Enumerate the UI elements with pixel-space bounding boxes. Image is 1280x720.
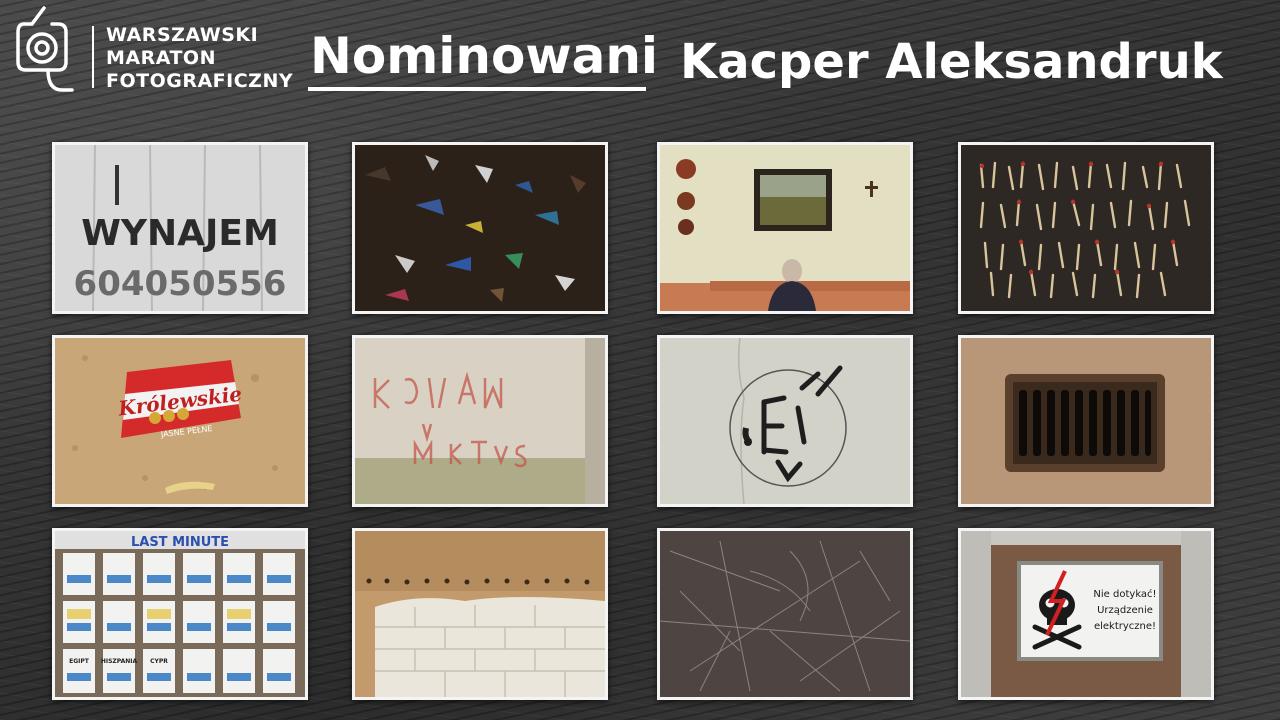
photo-9-tag-1: EGIPT [69, 658, 90, 665]
logo-text: WARSZAWSKI MARATON FOTOGRAFICZNY [106, 24, 293, 93]
section-title: Nominowani [310, 27, 659, 85]
photo-9-banner-text: LAST MINUTE [131, 535, 229, 550]
photo-11-image [660, 531, 910, 697]
photo-10-image [355, 531, 605, 697]
logo-line-3: FOTOGRAFICZNY [106, 70, 294, 92]
photo-1-text-line-2: 604050556 [74, 264, 287, 304]
author-name: Kacper Aleksandruk [680, 34, 1223, 90]
photo-5-image: Królewskie JASNE PEŁNE [55, 338, 305, 504]
photo-7[interactable] [657, 335, 913, 507]
photo-12-image: Nie dotykać! Urządzenie elektryczne! [961, 531, 1211, 697]
photo-12-text-line-2: Urządzenie [1097, 605, 1153, 616]
logo: WARSZAWSKI MARATON FOTOGRAFICZNY [14, 4, 304, 96]
photo-2-image [355, 145, 605, 311]
logo-divider [92, 26, 94, 88]
section-title-underline [308, 87, 646, 91]
photo-11[interactable] [657, 528, 913, 700]
photo-5[interactable]: Królewskie JASNE PEŁNE [52, 335, 308, 507]
photo-12[interactable]: Nie dotykać! Urządzenie elektryczne! [958, 528, 1214, 700]
photo-4-image [961, 145, 1211, 311]
logo-line-1: WARSZAWSKI [106, 24, 259, 46]
photo-12-text-line-3: elektryczne! [1094, 621, 1156, 632]
photo-8-image [961, 338, 1211, 504]
logo-line-2: MARATON [106, 47, 216, 69]
photo-12-text-line-1: Nie dotykać! [1093, 588, 1156, 600]
photo-1-text-line-1: WYNAJEM [81, 213, 279, 254]
photo-3[interactable] [657, 142, 913, 314]
photo-1-image: WYNAJEM 604050556 [55, 145, 305, 311]
photo-9-image: LAST MINUTE EGIPT HISZPANIA CYPR [55, 531, 305, 697]
photo-6-image [355, 338, 605, 504]
photo-4[interactable] [958, 142, 1214, 314]
photo-9-tag-3: CYPR [150, 658, 168, 665]
photo-3-image [660, 145, 910, 311]
photo-7-image [660, 338, 910, 504]
photo-10[interactable] [352, 528, 608, 700]
photo-1[interactable]: WYNAJEM 604050556 [52, 142, 308, 314]
photo-8[interactable] [958, 335, 1214, 507]
photo-9[interactable]: LAST MINUTE EGIPT HISZPANIA CYPR [52, 528, 308, 700]
photo-6[interactable] [352, 335, 608, 507]
photo-2[interactable] [352, 142, 608, 314]
photo-9-tag-2: HISZPANIA [101, 658, 138, 665]
camera-logo-icon [16, 6, 74, 92]
